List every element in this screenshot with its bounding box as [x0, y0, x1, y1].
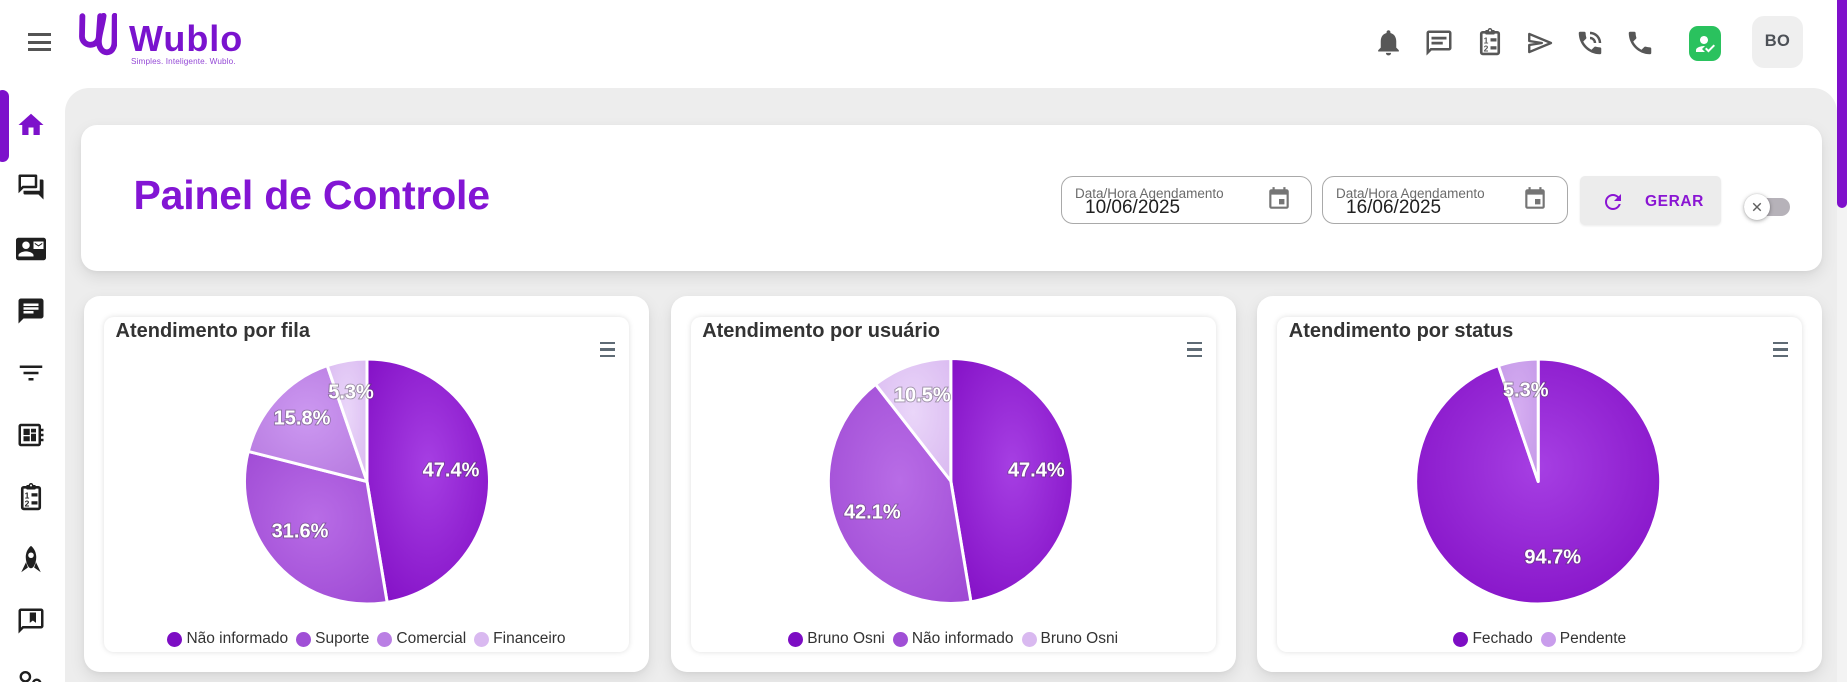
- svg-text:47.4%: 47.4%: [1008, 459, 1065, 481]
- svg-text:2: 2: [24, 499, 29, 509]
- svg-text:5.3%: 5.3%: [328, 381, 374, 403]
- svg-text:15.8%: 15.8%: [274, 407, 331, 429]
- svg-text:42.1%: 42.1%: [844, 501, 901, 523]
- svg-text:1: 1: [1483, 36, 1488, 46]
- svg-text:2: 2: [1483, 44, 1488, 54]
- svg-text:10.5%: 10.5%: [894, 384, 951, 406]
- svg-text:5.3%: 5.3%: [1503, 379, 1549, 401]
- svg-text:31.6%: 31.6%: [272, 520, 329, 542]
- svg-text:94.7%: 94.7%: [1525, 546, 1582, 568]
- svg-text:47.4%: 47.4%: [423, 459, 480, 481]
- svg-text:1: 1: [24, 491, 29, 501]
